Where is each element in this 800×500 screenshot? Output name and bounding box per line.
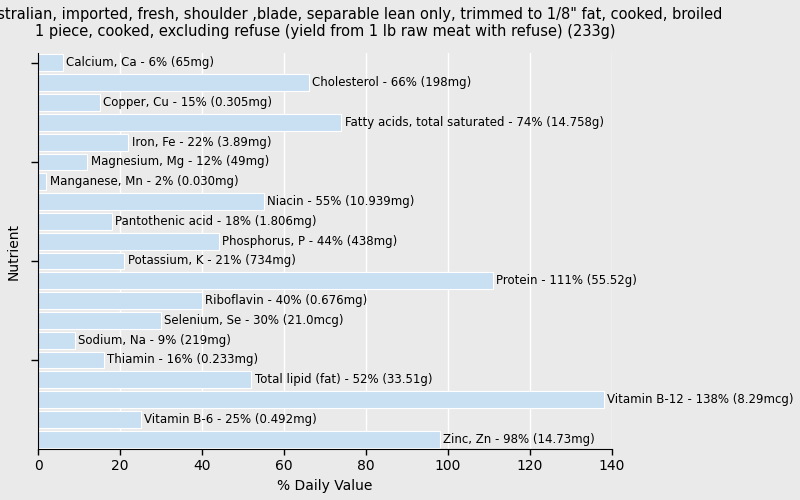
Text: Magnesium, Mg - 12% (49mg): Magnesium, Mg - 12% (49mg) [90, 156, 269, 168]
Bar [38, 272, 493, 289]
Text: Vitamin B-12 - 138% (8.29mcg): Vitamin B-12 - 138% (8.29mcg) [607, 393, 794, 406]
Bar [38, 94, 100, 111]
Bar [38, 411, 141, 428]
Text: Total lipid (fat) - 52% (33.51g): Total lipid (fat) - 52% (33.51g) [254, 374, 432, 386]
Bar [38, 193, 264, 210]
Text: Thiamin - 16% (0.233mg): Thiamin - 16% (0.233mg) [107, 354, 258, 366]
Text: Potassium, K - 21% (734mg): Potassium, K - 21% (734mg) [128, 254, 295, 268]
Y-axis label: Nutrient: Nutrient [7, 222, 21, 280]
Bar [38, 213, 112, 230]
Bar [38, 332, 75, 348]
Bar [38, 292, 202, 309]
Title: Lamb, Australian, imported, fresh, shoulder ,blade, separable lean only, trimmed: Lamb, Australian, imported, fresh, shoul… [0, 7, 722, 40]
Text: Niacin - 55% (10.939mg): Niacin - 55% (10.939mg) [267, 195, 414, 208]
Text: Protein - 111% (55.52g): Protein - 111% (55.52g) [496, 274, 638, 287]
Bar [38, 252, 124, 270]
Text: Sodium, Na - 9% (219mg): Sodium, Na - 9% (219mg) [78, 334, 231, 346]
Text: Pantothenic acid - 18% (1.806mg): Pantothenic acid - 18% (1.806mg) [115, 215, 317, 228]
Bar [38, 114, 342, 130]
Text: Iron, Fe - 22% (3.89mg): Iron, Fe - 22% (3.89mg) [132, 136, 271, 148]
Bar [38, 391, 604, 408]
Bar [38, 312, 162, 329]
Bar [38, 74, 309, 91]
Bar [38, 54, 63, 72]
Text: Phosphorus, P - 44% (438mg): Phosphorus, P - 44% (438mg) [222, 234, 397, 248]
Bar [38, 352, 104, 368]
Text: Zinc, Zn - 98% (14.73mg): Zinc, Zn - 98% (14.73mg) [443, 432, 595, 446]
Text: Vitamin B-6 - 25% (0.492mg): Vitamin B-6 - 25% (0.492mg) [144, 413, 317, 426]
Bar [38, 134, 129, 150]
X-axis label: % Daily Value: % Daily Value [278, 479, 373, 493]
Text: Fatty acids, total saturated - 74% (14.758g): Fatty acids, total saturated - 74% (14.7… [345, 116, 604, 129]
Text: Manganese, Mn - 2% (0.030mg): Manganese, Mn - 2% (0.030mg) [50, 175, 238, 188]
Text: Riboflavin - 40% (0.676mg): Riboflavin - 40% (0.676mg) [206, 294, 368, 307]
Text: Calcium, Ca - 6% (65mg): Calcium, Ca - 6% (65mg) [66, 56, 214, 70]
Bar [38, 372, 251, 388]
Text: Cholesterol - 66% (198mg): Cholesterol - 66% (198mg) [312, 76, 471, 89]
Bar [38, 154, 87, 170]
Bar [38, 174, 46, 190]
Bar [38, 431, 440, 448]
Text: Selenium, Se - 30% (21.0mcg): Selenium, Se - 30% (21.0mcg) [165, 314, 344, 327]
Bar [38, 232, 218, 250]
Text: Copper, Cu - 15% (0.305mg): Copper, Cu - 15% (0.305mg) [103, 96, 272, 109]
